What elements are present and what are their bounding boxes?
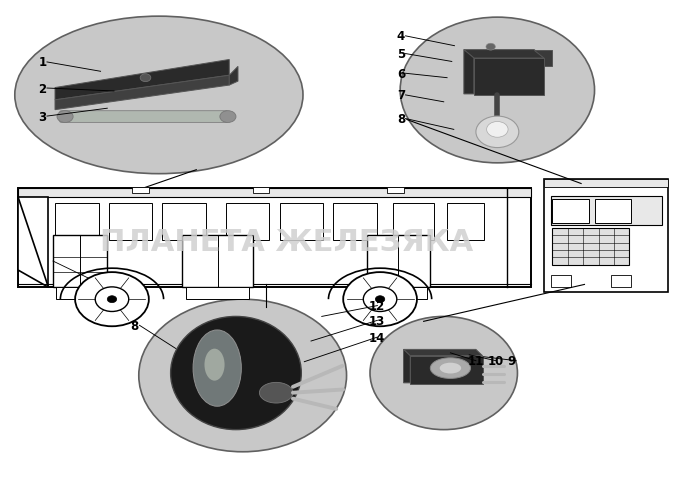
FancyBboxPatch shape <box>279 203 323 240</box>
Text: 13: 13 <box>369 315 385 328</box>
Polygon shape <box>229 66 238 85</box>
Circle shape <box>343 272 417 326</box>
Polygon shape <box>464 50 544 58</box>
FancyBboxPatch shape <box>333 203 377 240</box>
Bar <box>186 287 250 299</box>
FancyBboxPatch shape <box>394 203 433 240</box>
Bar <box>367 235 430 287</box>
Bar <box>253 188 269 194</box>
Bar <box>53 235 106 287</box>
Bar <box>544 179 668 188</box>
FancyBboxPatch shape <box>544 179 668 292</box>
Text: 3: 3 <box>38 110 46 124</box>
Bar <box>551 196 662 225</box>
Circle shape <box>363 287 397 311</box>
Text: 4: 4 <box>397 30 405 44</box>
Bar <box>594 199 631 223</box>
Circle shape <box>376 296 385 302</box>
Ellipse shape <box>370 316 518 430</box>
Polygon shape <box>404 349 483 356</box>
Circle shape <box>476 116 519 148</box>
Circle shape <box>140 74 151 82</box>
Circle shape <box>107 296 116 302</box>
Bar <box>57 287 103 299</box>
FancyBboxPatch shape <box>18 189 531 287</box>
Ellipse shape <box>171 316 302 430</box>
Ellipse shape <box>193 330 242 406</box>
Text: 7: 7 <box>397 90 405 102</box>
Polygon shape <box>18 198 48 287</box>
Circle shape <box>75 272 149 326</box>
Ellipse shape <box>205 348 225 381</box>
Text: ПЛАНЕТА ЖЕЛЕЗЯКА: ПЛАНЕТА ЖЕЛЕЗЯКА <box>100 228 473 257</box>
Circle shape <box>57 111 73 122</box>
Bar <box>387 188 404 194</box>
Ellipse shape <box>15 16 303 174</box>
Ellipse shape <box>400 17 594 163</box>
Text: 10: 10 <box>487 355 503 368</box>
FancyBboxPatch shape <box>447 203 484 240</box>
Ellipse shape <box>439 363 461 374</box>
Bar <box>18 189 531 198</box>
Text: 5: 5 <box>397 48 405 61</box>
Bar <box>551 275 571 287</box>
Polygon shape <box>411 356 483 384</box>
Text: 8: 8 <box>131 320 139 333</box>
Text: 1: 1 <box>38 56 46 69</box>
Polygon shape <box>404 349 411 383</box>
Polygon shape <box>55 59 229 100</box>
Bar <box>611 275 631 287</box>
Ellipse shape <box>430 358 470 379</box>
Ellipse shape <box>259 382 293 403</box>
Text: 11: 11 <box>467 355 483 368</box>
Circle shape <box>95 287 129 311</box>
Bar <box>132 188 149 194</box>
Polygon shape <box>464 50 474 94</box>
Text: 9: 9 <box>507 355 516 368</box>
Bar <box>370 287 427 299</box>
Text: 6: 6 <box>397 68 405 81</box>
Bar <box>182 235 253 287</box>
FancyBboxPatch shape <box>55 203 98 240</box>
Circle shape <box>486 43 495 50</box>
Polygon shape <box>534 50 553 66</box>
Polygon shape <box>474 58 544 95</box>
Circle shape <box>220 111 236 122</box>
FancyBboxPatch shape <box>226 203 269 240</box>
FancyBboxPatch shape <box>108 203 152 240</box>
Text: 2: 2 <box>38 83 46 96</box>
Bar <box>553 199 589 223</box>
Text: 12: 12 <box>369 300 385 313</box>
Polygon shape <box>55 75 229 110</box>
Bar <box>553 228 629 265</box>
Circle shape <box>487 121 508 137</box>
Ellipse shape <box>139 299 347 452</box>
FancyBboxPatch shape <box>162 203 206 240</box>
Text: 8: 8 <box>397 113 405 126</box>
Text: 14: 14 <box>369 332 385 345</box>
FancyBboxPatch shape <box>60 111 228 122</box>
